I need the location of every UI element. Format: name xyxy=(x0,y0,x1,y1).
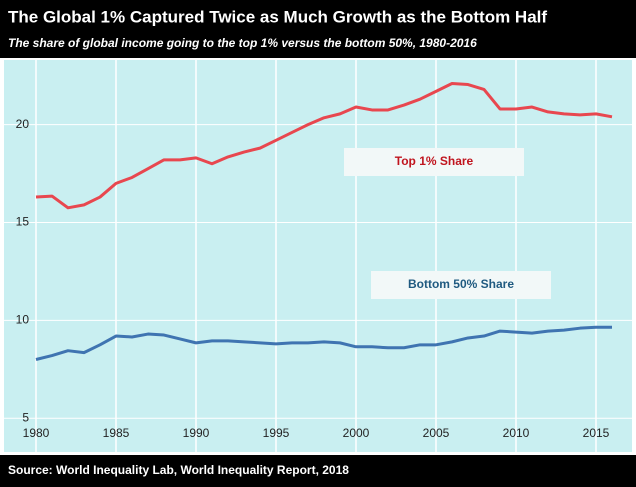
series-label-box xyxy=(344,148,524,176)
series-line xyxy=(35,82,613,210)
y-tick-label: 10 xyxy=(16,313,30,327)
x-tick-label: 1980 xyxy=(23,426,50,440)
x-tick-label: 2005 xyxy=(423,426,450,440)
x-tick-label: 2015 xyxy=(583,426,610,440)
source-note: Source: World Inequality Lab, World Ineq… xyxy=(8,463,349,477)
plot-area xyxy=(4,60,632,452)
chart-subtitle: The share of global income going to the … xyxy=(8,36,477,50)
x-tick-label: 2010 xyxy=(503,426,530,440)
x-tick-label: 1990 xyxy=(183,426,210,440)
header-band xyxy=(0,0,636,58)
x-tick-label: 1995 xyxy=(263,426,290,440)
y-tick-label: 15 xyxy=(16,215,30,229)
series-line xyxy=(35,325,612,361)
footer-band xyxy=(0,455,636,487)
y-tick-label: 20 xyxy=(16,117,30,131)
series-label: Bottom 50% Share xyxy=(408,277,514,291)
y-tick-label: 5 xyxy=(22,410,29,424)
series-label-box xyxy=(371,271,551,299)
x-tick-label: 2000 xyxy=(343,426,370,440)
x-tick-label: 1985 xyxy=(103,426,130,440)
series-label: Top 1% Share xyxy=(395,154,474,168)
chart-title: The Global 1% Captured Twice as Much Gro… xyxy=(8,7,547,26)
